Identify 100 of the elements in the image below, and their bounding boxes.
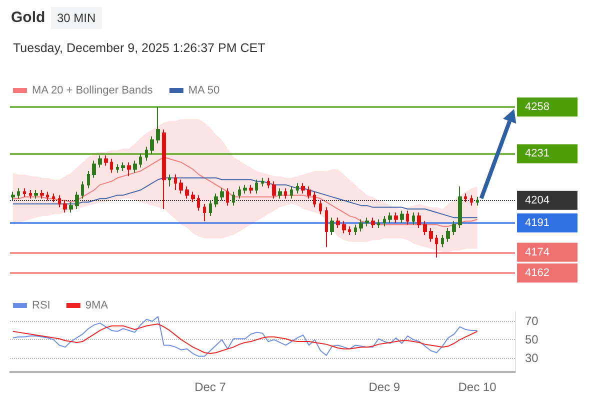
candlestick — [412, 212, 415, 226]
candlestick — [400, 210, 404, 224]
candlestick — [255, 179, 258, 194]
candlestick — [104, 154, 108, 166]
candlestick — [226, 188, 229, 206]
candlestick — [232, 191, 235, 206]
candlestick — [150, 136, 154, 154]
candlestick — [435, 234, 438, 258]
candlestick — [267, 177, 270, 189]
legend-label: MA 20 + Bollinger Bands — [32, 84, 154, 96]
legend-label: RSI — [32, 300, 50, 312]
y-tick-label: 70 — [525, 314, 539, 328]
line-series — [12, 177, 478, 218]
candlestick — [81, 180, 84, 200]
candlestick — [58, 194, 61, 208]
candlestick — [156, 106, 160, 144]
candlestick — [296, 182, 299, 194]
candlestick — [139, 153, 142, 168]
candlestick — [92, 160, 96, 178]
candlestick — [98, 154, 102, 168]
y-tick-label: 4162 — [525, 267, 550, 279]
candlestick — [11, 191, 15, 201]
candlestick — [174, 174, 177, 190]
candlestick — [284, 188, 287, 200]
candlestick — [220, 188, 224, 201]
candlestick — [63, 200, 67, 213]
y-tick-label: 50 — [525, 332, 539, 347]
candlestick — [290, 186, 293, 200]
candlestick — [336, 217, 340, 229]
candlestick — [52, 192, 55, 203]
candlestick — [238, 186, 241, 200]
y-tick-label: 30 — [525, 351, 539, 366]
candlestick — [348, 226, 351, 236]
candlestick — [342, 220, 346, 234]
candlestick — [87, 170, 90, 189]
candlestick — [75, 191, 79, 210]
candlestick — [46, 191, 49, 201]
line-series — [12, 324, 478, 354]
candlestick — [121, 162, 125, 172]
candlestick — [185, 186, 189, 200]
candlestick — [417, 212, 421, 229]
candlestick — [441, 234, 444, 248]
candlestick — [278, 188, 282, 200]
candlestick — [203, 203, 206, 222]
candlestick — [261, 177, 264, 188]
candlestick — [330, 217, 334, 236]
candlestick — [34, 190, 38, 200]
candlestick — [429, 228, 433, 242]
candlestick — [191, 191, 195, 203]
candlestick — [458, 186, 462, 229]
candlestick — [319, 200, 322, 215]
candlestick — [388, 212, 392, 224]
candlestick — [23, 188, 26, 198]
candlestick — [29, 190, 32, 200]
candlestick — [133, 160, 137, 174]
candlestick — [40, 190, 44, 200]
candlestick — [209, 200, 212, 216]
candlestick — [383, 215, 386, 227]
candlestick — [307, 186, 311, 200]
candlestick — [127, 162, 131, 177]
candlestick — [214, 192, 218, 208]
candlestick — [470, 194, 473, 206]
candlestick — [365, 217, 369, 227]
text: Tuesday, December 9, 2025 1:26:37 PM CET — [13, 41, 266, 55]
candlestick — [406, 210, 409, 226]
candlestick — [452, 220, 456, 236]
candlestick — [249, 184, 253, 194]
candlestick — [446, 228, 450, 242]
x-tick-label: Dec 7 — [194, 380, 226, 394]
candlestick — [116, 164, 119, 174]
candlestick — [464, 192, 467, 203]
candlestick — [313, 191, 316, 208]
y-tick-label: 4191 — [525, 216, 550, 229]
legend-label: 9MA — [85, 300, 109, 312]
candlestick — [354, 224, 357, 236]
y-tick-label: 4174 — [525, 246, 550, 258]
candlestick — [168, 174, 171, 188]
x-tick-label: Dec 10 — [458, 380, 497, 394]
y-tick-label: 4258 — [525, 101, 550, 113]
chart-title: Gold — [11, 9, 46, 26]
candlestick — [69, 202, 73, 213]
candlestick — [162, 128, 166, 210]
candlestick — [243, 184, 247, 194]
candlestick — [325, 206, 328, 248]
chart-subtitle: 30 MIN — [51, 7, 102, 29]
candlestick — [17, 188, 20, 200]
candlestick — [371, 217, 375, 229]
legend-label: MA 50 — [188, 84, 220, 96]
candlestick — [145, 146, 148, 162]
candlestick — [179, 179, 183, 194]
candlestick — [377, 218, 380, 229]
candlestick — [359, 218, 363, 232]
y-tick-label: 4204 — [525, 194, 550, 206]
candlestick — [272, 180, 276, 200]
line-series — [12, 316, 478, 357]
x-tick-label: Dec 9 — [368, 380, 400, 394]
candlestick — [110, 158, 113, 174]
candlestick — [394, 212, 398, 224]
candlestick — [197, 194, 200, 212]
y-tick-label: 4231 — [525, 148, 550, 160]
